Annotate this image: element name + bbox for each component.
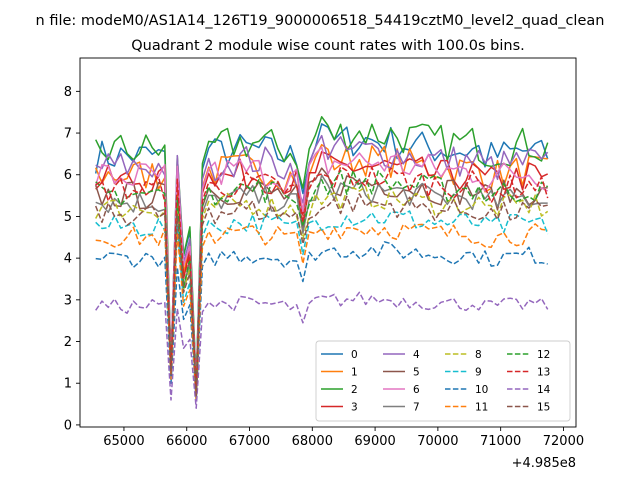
legend-label-2: 2 [351, 384, 358, 396]
y-tick-label: 7 [64, 127, 72, 142]
legend-label-7: 7 [413, 402, 420, 414]
legend-label-11: 11 [475, 402, 488, 414]
legend-label-3: 3 [351, 402, 358, 414]
legend-label-9: 9 [475, 367, 482, 379]
legend-label-8: 8 [475, 349, 482, 361]
x-tick-label: 70000 [417, 434, 458, 449]
legend-label-13: 13 [537, 367, 550, 379]
plot-frame [79, 57, 577, 428]
legend-label-4: 4 [413, 349, 420, 361]
series-line-8 [95, 186, 549, 397]
series-line-10 [95, 241, 548, 401]
legend-box [315, 340, 571, 422]
x-tick-label: 68000 [292, 434, 333, 449]
legend-label-5: 5 [413, 367, 420, 379]
series-line-14 [95, 291, 549, 409]
legend-label-14: 14 [537, 384, 551, 396]
chart-suptitle: n file: modeM0/AS1A14_126T19_9000006518_… [36, 13, 605, 29]
y-tick-label: 4 [64, 252, 72, 267]
x-tick-label: 65000 [103, 434, 144, 449]
legend-label-1: 1 [351, 367, 358, 379]
series-line-11 [95, 223, 548, 401]
x-tick-label: 71000 [480, 434, 521, 449]
series-line-15 [95, 193, 548, 397]
x-tick-label: 66000 [166, 434, 207, 449]
legend-label-6: 6 [413, 384, 420, 396]
x-tick-label: 72000 [543, 434, 584, 449]
y-tick-label: 6 [64, 168, 72, 183]
chart-title: Quadrant 2 module wise count rates with … [131, 38, 525, 54]
legend-label-12: 12 [537, 349, 550, 361]
x-offset-label: +4.985e8 [512, 456, 576, 471]
x-tick-label: 69000 [354, 434, 395, 449]
legend-label-10: 10 [475, 384, 488, 396]
y-tick-label: 8 [64, 85, 72, 100]
series-line-12 [95, 169, 549, 393]
legend-label-15: 15 [537, 402, 550, 414]
y-tick-label: 1 [64, 377, 72, 392]
y-tick-label: 5 [64, 210, 72, 225]
series-layer [94, 116, 549, 409]
x-tick-label: 67000 [229, 434, 270, 449]
legend-label-0: 0 [351, 349, 358, 361]
y-tick-label: 2 [64, 335, 72, 350]
y-tick-label: 0 [64, 418, 72, 433]
axes-layer: 65000 66000 67000 68000 69000 70000 71000 72000… [64, 57, 584, 449]
y-tick-label: 3 [64, 293, 72, 308]
